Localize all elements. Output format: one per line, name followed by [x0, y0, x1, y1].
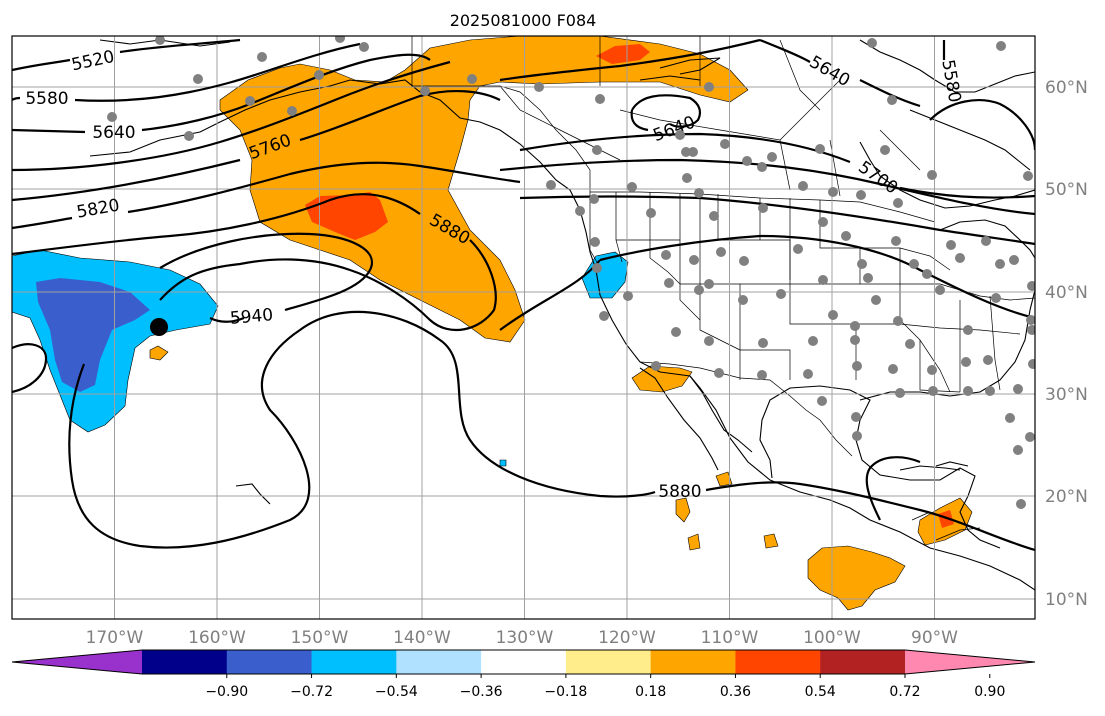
orange-mexico-2	[715, 471, 733, 487]
contour-5880-east	[599, 234, 1035, 320]
lat-label: 30°N	[1045, 385, 1088, 405]
lightblue-dot	[499, 459, 507, 467]
lon-label: 110°W	[701, 628, 759, 648]
colorbar-segment	[311, 650, 397, 674]
contour-5880-main	[12, 193, 497, 332]
red-region-canada	[596, 44, 650, 64]
lon-label: 160°W	[188, 628, 246, 648]
colorbar-tick-label: 0.72	[889, 684, 920, 700]
lon-label: 120°W	[598, 628, 656, 648]
orange-mexico-1	[675, 497, 691, 523]
contour-canada-north	[499, 38, 761, 82]
colorbar-segment	[735, 650, 821, 674]
colorbar-outline	[11, 649, 1036, 675]
contour-5820-east	[519, 195, 1035, 246]
colorbar-tick-label: 0.90	[974, 684, 1005, 700]
contour-5700	[12, 60, 451, 172]
colorbar-tick-label: 0.54	[805, 684, 836, 700]
height-contours	[12, 38, 1035, 552]
contour-label: 5640	[92, 123, 135, 143]
map-title: 2025081000 F084	[450, 11, 597, 30]
map-frame	[11, 35, 1036, 620]
colorbar-tick-label: −0.90	[205, 684, 248, 700]
blue-region-pacific	[36, 278, 150, 392]
lon-label: 170°W	[86, 628, 144, 648]
contour-5640-northeast	[759, 38, 921, 108]
lat-label: 50°N	[1045, 180, 1088, 200]
contour-5580-northeast	[929, 40, 1035, 151]
contour-small-loop	[12, 343, 48, 394]
lat-label: 20°N	[1045, 487, 1088, 507]
contour-label: 5880	[658, 482, 701, 502]
colorbar-extend-max	[905, 650, 1035, 674]
lon-label: 150°W	[291, 628, 349, 648]
contour-5820	[12, 161, 521, 230]
orange-mexico-4	[763, 533, 779, 549]
contour-5580	[12, 42, 361, 102]
colorbar-tick-label: −0.18	[544, 684, 587, 700]
colorbar-segment	[820, 650, 906, 674]
lon-label: 130°W	[496, 628, 554, 648]
contour-5760	[12, 89, 501, 202]
contour-5520	[12, 38, 241, 72]
lon-axis-labels: 170°W 160°W 150°W 140°W 130°W 120°W 110°…	[86, 628, 959, 648]
orange-small-pacific	[149, 345, 169, 361]
colorbar-tick-label: −0.72	[290, 684, 333, 700]
contour-5640-west	[12, 53, 431, 134]
colorbar: −0.90 −0.72 −0.54 −0.36 −0.18 0.18 0.36 0.54 0.7…	[11, 649, 1036, 700]
contour-5700-east	[519, 132, 1035, 199]
highlight-point	[150, 318, 168, 336]
orange-mexico-3	[687, 533, 701, 551]
colorbar-tick-label: 0.18	[635, 684, 666, 700]
lon-label: 140°W	[393, 628, 451, 648]
lat-label: 10°N	[1045, 590, 1088, 610]
lat-axis-labels: 60°N 50°N 40°N 30°N 20°N 10°N	[1045, 78, 1088, 610]
colorbar-segment	[226, 650, 313, 674]
colorbar-segment	[396, 650, 482, 674]
lon-label: 100°W	[803, 628, 861, 648]
colorbar-tick-label: 0.36	[720, 684, 751, 700]
colorbar-segment	[565, 650, 652, 674]
contour-5640-canada	[630, 94, 701, 132]
contour-labels: 5520 5580 5640 5760 5820 5880 5940 5640 …	[25, 47, 964, 502]
lon-label: 90°W	[911, 628, 958, 648]
lat-label: 60°N	[1045, 78, 1088, 98]
map-panel: 5520 5580 5640 5760 5820 5880 5940 5640 …	[12, 36, 1035, 619]
red-region-pacific	[305, 192, 388, 240]
lat-label: 40°N	[1045, 283, 1088, 303]
colorbar-tick-label: −0.36	[460, 684, 503, 700]
political-borders	[411, 36, 1035, 541]
colorbar-segment	[650, 650, 736, 674]
contour-5760-east	[499, 158, 1035, 216]
colorbar-tick-label: −0.54	[375, 684, 418, 700]
station-markers	[107, 36, 1035, 509]
colorbar-segment	[481, 650, 567, 674]
colorbar-segment	[142, 650, 228, 674]
contour-5880-south	[68, 259, 1035, 552]
contour-arc-east	[865, 456, 921, 521]
contour-label: 5940	[229, 305, 274, 329]
contour-label: 5580	[25, 89, 68, 109]
contour-5940	[159, 232, 373, 312]
colorbar-extend-min	[12, 650, 142, 674]
